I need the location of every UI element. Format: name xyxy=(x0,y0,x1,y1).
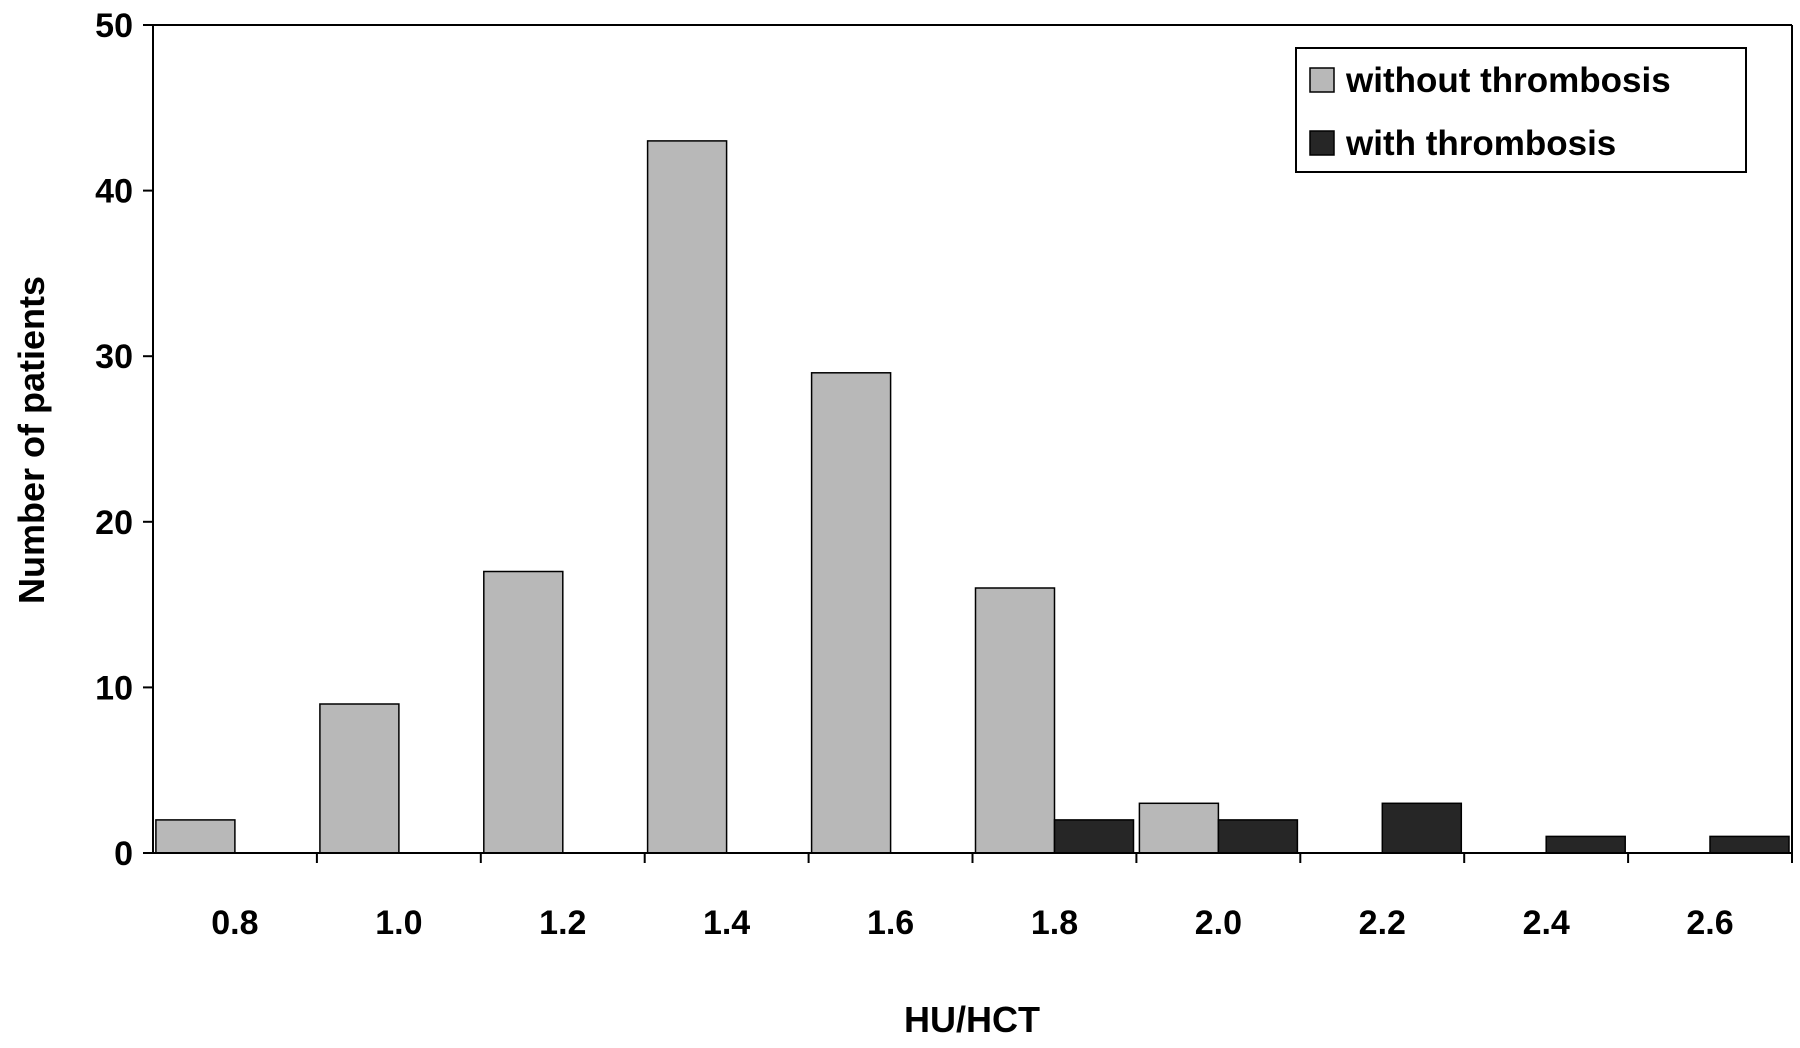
bar-without-thrombosis-1-8 xyxy=(974,587,1056,854)
x-tick-label: 0.8 xyxy=(211,904,258,942)
x-tick-label: 1.6 xyxy=(867,904,914,942)
bars-layer xyxy=(155,140,1790,854)
x-axis-title: HU/HCT xyxy=(904,999,1040,1040)
x-tick-label: 1.0 xyxy=(375,904,422,942)
legend-label-with-thrombosis: with thrombosis xyxy=(1345,124,1616,163)
legend-box xyxy=(1295,47,1747,173)
x-tick-label: 1.4 xyxy=(703,904,750,942)
axes xyxy=(152,24,1793,854)
x-tick-label: 2.2 xyxy=(1359,904,1406,942)
bar-with-thrombosis-2-0 xyxy=(1217,819,1299,854)
y-axis-title: Number of patients xyxy=(11,276,52,604)
legend-swatch-with-thrombosis xyxy=(1309,130,1335,156)
y-axis-ticks: 0 10 20 30 40 50 xyxy=(95,7,153,873)
y-tick-label: 20 xyxy=(95,504,133,542)
x-tick-label: 2.4 xyxy=(1523,904,1570,942)
x-tick-label: 1.2 xyxy=(539,904,586,942)
x-tick-label: 2.6 xyxy=(1686,904,1733,942)
bar-without-thrombosis-1-6 xyxy=(810,372,892,854)
bar-without-thrombosis-1-2 xyxy=(483,570,564,854)
y-tick-label: 50 xyxy=(95,7,133,45)
legend-swatch-without-thrombosis xyxy=(1309,67,1335,93)
x-tick-label: 1.8 xyxy=(1031,904,1078,942)
x-tick-label: 2.0 xyxy=(1195,904,1242,942)
bar-with-thrombosis-2-4 xyxy=(1545,835,1626,854)
bar-without-thrombosis-1-0 xyxy=(319,703,400,854)
bar-with-thrombosis-1-8 xyxy=(1053,819,1135,854)
legend: without thrombosis with thrombosis xyxy=(1295,47,1747,173)
y-tick-label: 30 xyxy=(95,338,133,376)
x-axis-ticks: 0.8 1.0 1.2 1.4 1.6 1.8 2.0 2.2 2.4 2.6 xyxy=(211,853,1793,942)
bar-with-thrombosis-2-2 xyxy=(1381,802,1463,854)
legend-label-without-thrombosis: without thrombosis xyxy=(1345,61,1671,100)
bar-without-thrombosis-2-0 xyxy=(1138,802,1220,854)
y-tick-label: 40 xyxy=(95,173,133,211)
y-tick-label: 0 xyxy=(114,835,133,873)
y-tick-label: 10 xyxy=(95,669,133,707)
bar-without-thrombosis-0-8 xyxy=(155,819,236,854)
bar-without-thrombosis-1-4 xyxy=(646,140,728,854)
bar-with-thrombosis-2-6 xyxy=(1709,835,1790,854)
